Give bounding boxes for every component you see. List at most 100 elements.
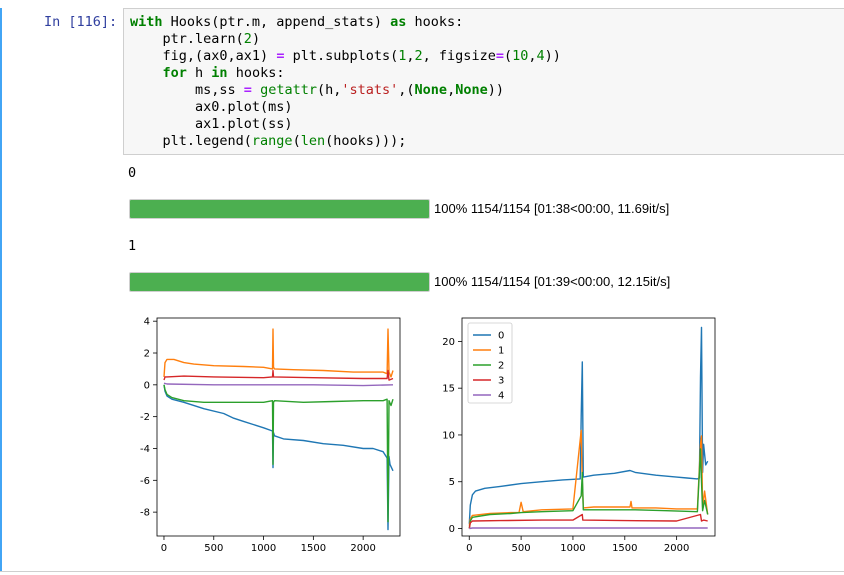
code-token: =	[495, 48, 504, 64]
code-token: =	[276, 48, 285, 64]
y-tick-label: -6	[140, 476, 150, 487]
series-line-0-4	[163, 382, 394, 387]
input-prompt: In [116]:	[44, 14, 118, 30]
series-line-0-1	[163, 328, 394, 378]
epoch-0-output: 0	[128, 165, 137, 181]
code-token: =	[243, 82, 252, 98]
x-tick-label: 0	[161, 543, 167, 554]
code-token: ,(	[398, 82, 415, 98]
code-token: hooks:	[406, 14, 464, 30]
code-token: )	[251, 31, 261, 47]
code-token: as	[390, 14, 407, 30]
y-tick-label: 20	[442, 337, 455, 348]
code-text[interactable]: with Hooks(ptr.m, append_stats) as hooks…	[130, 14, 561, 150]
code-token: ax1.plot(ss)	[130, 116, 293, 132]
series-line-0-0	[163, 384, 394, 531]
legend-label-0: 0	[498, 331, 504, 342]
axes-frame	[156, 317, 401, 537]
series-line-1-4	[469, 527, 708, 530]
series-line-0-3	[163, 369, 394, 381]
legend-label-2: 2	[498, 361, 504, 372]
code-token: ))	[487, 82, 504, 98]
series-line-1-0	[468, 326, 709, 524]
series-line-0-2	[163, 384, 394, 523]
legend-label-4: 4	[498, 391, 504, 402]
x-tick-label: 1000	[560, 543, 585, 554]
code-token: 4	[536, 48, 545, 64]
series-line-1-2	[468, 448, 709, 529]
x-tick-label: 2000	[664, 543, 689, 554]
code-token: (h,	[316, 82, 342, 98]
code-token: (hooks)));	[325, 133, 407, 149]
code-token: ,	[406, 48, 415, 64]
progress-label-0: 100% 1154/1154 [01:38<00:00, 11.69it/s]	[434, 201, 670, 216]
code-token: ,	[447, 82, 456, 98]
code-token: plt.legend(	[130, 133, 252, 149]
code-token: for	[162, 65, 187, 81]
code-token: (	[292, 133, 301, 149]
code-token	[252, 82, 260, 98]
progress-bar-0	[129, 199, 430, 219]
x-tick-label: 1500	[301, 543, 326, 554]
y-tick-label: 10	[442, 430, 455, 441]
code-token: ))	[544, 48, 561, 64]
x-tick-label: 500	[204, 543, 223, 554]
code-token: 'stats'	[341, 82, 399, 98]
code-token: in	[211, 65, 228, 81]
y-tick-label: 2	[144, 349, 150, 360]
code-token: Hooks(ptr.m, append_stats)	[162, 14, 391, 30]
code-token: 10	[512, 48, 529, 64]
code-token: fig,(ax0,ax1)	[130, 48, 277, 64]
code-token: , figsize	[422, 48, 496, 64]
chart-0: 0 500 1000 1500 2000 4 2 0 -2 -4 -6 -8	[140, 317, 401, 554]
code-token: ,	[528, 48, 537, 64]
code-token: ptr.learn(	[130, 31, 244, 47]
y-tick-label: 0	[449, 524, 455, 535]
y-tick-label: -8	[140, 508, 150, 519]
legend: 0 1 2 3 4	[467, 322, 513, 404]
code-token: getattr	[260, 82, 317, 98]
code-token: len	[300, 133, 326, 149]
y-tick-label: 5	[449, 477, 455, 488]
y-tick-label: -4	[140, 444, 150, 455]
legend-label-3: 3	[498, 376, 504, 387]
epoch-1-output: 1	[128, 238, 137, 254]
y-tick-label: 15	[442, 384, 455, 395]
x-tick-label: 2000	[350, 543, 375, 554]
legend-box	[467, 322, 513, 404]
code-token: 2	[243, 31, 252, 47]
progress-fill-1	[130, 273, 429, 291]
code-token: 2	[414, 48, 423, 64]
y-tick-label: -2	[140, 412, 150, 423]
progress-fill-0	[130, 200, 429, 218]
legend-label-1: 1	[498, 346, 504, 357]
code-token: h	[186, 65, 212, 81]
axes-frame	[461, 317, 716, 537]
series-line-1-3	[468, 513, 708, 529]
y-tick-label: 4	[144, 317, 150, 328]
code-token: (	[503, 48, 513, 64]
progress-bar-1	[129, 272, 430, 292]
cell-divider	[0, 571, 844, 572]
code-token: ax0.plot(ms)	[130, 99, 293, 115]
code-token: None	[455, 82, 488, 98]
chart-1: 0 500 1000 1500 2000 0 5 10 15 20 0 1 2 3 4	[442, 317, 716, 554]
y-tick-label: 0	[144, 380, 150, 391]
x-tick-label: 0	[466, 543, 472, 554]
code-token: plt.subplots(	[284, 48, 399, 64]
x-tick-label: 1500	[612, 543, 637, 554]
code-token: range	[251, 133, 293, 149]
code-token: 1	[398, 48, 407, 64]
code-token	[130, 65, 163, 81]
code-editor[interactable]: with Hooks(ptr.m, append_stats) as hooks…	[123, 8, 844, 155]
code-token: None	[414, 82, 448, 98]
x-tick-label: 500	[512, 543, 531, 554]
code-token: ms,ss	[130, 82, 244, 98]
code-token: with	[130, 14, 163, 30]
progress-label-1: 100% 1154/1154 [01:39<00:00, 12.15it/s]	[434, 274, 671, 289]
code-token: hooks:	[227, 65, 285, 81]
cell-selection-bar	[0, 8, 2, 572]
x-tick-label: 1000	[251, 543, 276, 554]
